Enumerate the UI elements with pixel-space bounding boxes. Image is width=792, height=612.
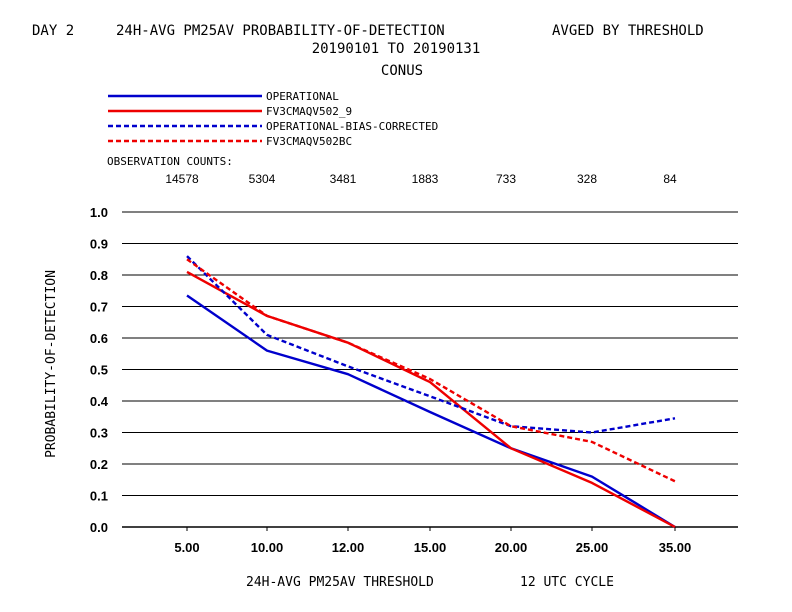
legend-label: OPERATIONAL-BIAS-CORRECTED — [266, 120, 438, 133]
y-tick-labels: 0.0 0.1 0.2 0.3 0.4 0.5 0.6 0.7 0.8 0.9 1.0 — [90, 205, 109, 535]
gridlines — [122, 211, 738, 528]
y-tick-label: 1.0 — [90, 205, 108, 220]
y-tick-label: 0.1 — [90, 489, 108, 504]
observation-count: 5304 — [249, 172, 276, 186]
legend-label: FV3CMAQV502BC — [266, 135, 352, 148]
y-tick-label: 0.4 — [90, 394, 109, 409]
observation-count: 733 — [496, 172, 516, 186]
y-tick-label: 0.6 — [90, 331, 108, 346]
y-tick-label: 0.7 — [90, 300, 108, 315]
y-tick-label: 0.2 — [90, 457, 108, 472]
x-tick-labels: 5.00 10.00 12.00 15.00 20.00 25.00 35.00 — [174, 527, 691, 555]
cycle-label: 12 UTC CYCLE — [520, 575, 614, 590]
legend-label: OPERATIONAL — [266, 90, 339, 103]
x-tick-label: 15.00 — [414, 540, 447, 555]
observation-count: 3481 — [330, 172, 357, 186]
header-title: 24H-AVG PM25AV PROBABILITY-OF-DETECTION — [116, 23, 445, 39]
x-tick-label: 35.00 — [659, 540, 692, 555]
observation-count: 84 — [663, 172, 677, 186]
x-tick-label: 20.00 — [495, 540, 528, 555]
y-axis-label: PROBABILITY-OF-DETECTION — [44, 270, 59, 458]
x-tick-label: 25.00 — [576, 540, 609, 555]
observation-counts: 14578 5304 3481 1883 733 328 84 — [165, 172, 677, 186]
header-region: CONUS — [381, 63, 423, 79]
observation-count: 14578 — [165, 172, 199, 186]
x-axis-label: 24H-AVG PM25AV THRESHOLD — [246, 575, 434, 590]
observation-counts-title: OBSERVATION COUNTS: — [107, 155, 233, 168]
x-tick-label: 5.00 — [174, 540, 199, 555]
series-line — [186, 294, 676, 529]
y-tick-label: 0.0 — [90, 520, 108, 535]
header-day: DAY 2 — [32, 23, 74, 39]
y-tick-label: 0.8 — [90, 268, 108, 283]
series-lines — [186, 255, 676, 529]
x-tick-label: 12.00 — [332, 540, 365, 555]
header-date-range: 20190101 TO 20190131 — [312, 41, 481, 57]
y-tick-label: 0.5 — [90, 363, 108, 378]
legend-label: FV3CMAQV502_9 — [266, 105, 352, 118]
legend: OPERATIONAL FV3CMAQV502_9 OPERATIONAL-BIAS… — [108, 90, 438, 148]
x-tick-label: 10.00 — [251, 540, 284, 555]
series-line — [186, 255, 676, 434]
series-line — [186, 258, 676, 483]
observation-count: 1883 — [412, 172, 439, 186]
header-avg-method: AVGED BY THRESHOLD — [552, 23, 704, 39]
observation-count: 328 — [577, 172, 597, 186]
y-tick-label: 0.3 — [90, 426, 108, 441]
y-tick-label: 0.9 — [90, 237, 108, 252]
